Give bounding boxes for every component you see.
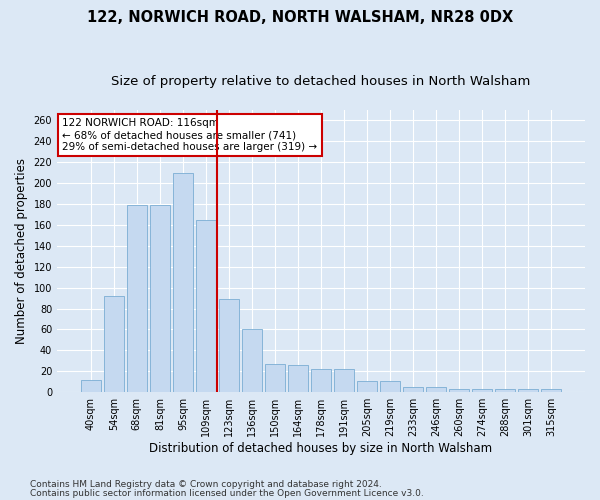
Title: Size of property relative to detached houses in North Walsham: Size of property relative to detached ho… <box>112 75 531 88</box>
Bar <box>357 380 377 392</box>
X-axis label: Distribution of detached houses by size in North Walsham: Distribution of detached houses by size … <box>149 442 493 455</box>
Bar <box>81 380 101 392</box>
Bar <box>427 387 446 392</box>
Bar <box>127 205 146 392</box>
Text: 122, NORWICH ROAD, NORTH WALSHAM, NR28 0DX: 122, NORWICH ROAD, NORTH WALSHAM, NR28 0… <box>87 10 513 25</box>
Bar <box>403 387 423 392</box>
Bar <box>496 389 515 392</box>
Bar <box>242 330 262 392</box>
Text: Contains HM Land Registry data © Crown copyright and database right 2024.: Contains HM Land Registry data © Crown c… <box>30 480 382 489</box>
Bar <box>288 365 308 392</box>
Bar <box>334 369 354 392</box>
Text: Contains public sector information licensed under the Open Government Licence v3: Contains public sector information licen… <box>30 488 424 498</box>
Bar <box>311 369 331 392</box>
Bar <box>104 296 124 392</box>
Bar <box>219 299 239 392</box>
Bar <box>472 389 492 392</box>
Bar <box>150 205 170 392</box>
Y-axis label: Number of detached properties: Number of detached properties <box>15 158 28 344</box>
Bar <box>380 380 400 392</box>
Bar <box>449 389 469 392</box>
Bar <box>196 220 216 392</box>
Bar <box>265 364 285 392</box>
Bar <box>173 172 193 392</box>
Text: 122 NORWICH ROAD: 116sqm
← 68% of detached houses are smaller (741)
29% of semi-: 122 NORWICH ROAD: 116sqm ← 68% of detach… <box>62 118 317 152</box>
Bar <box>541 389 561 392</box>
Bar <box>518 389 538 392</box>
